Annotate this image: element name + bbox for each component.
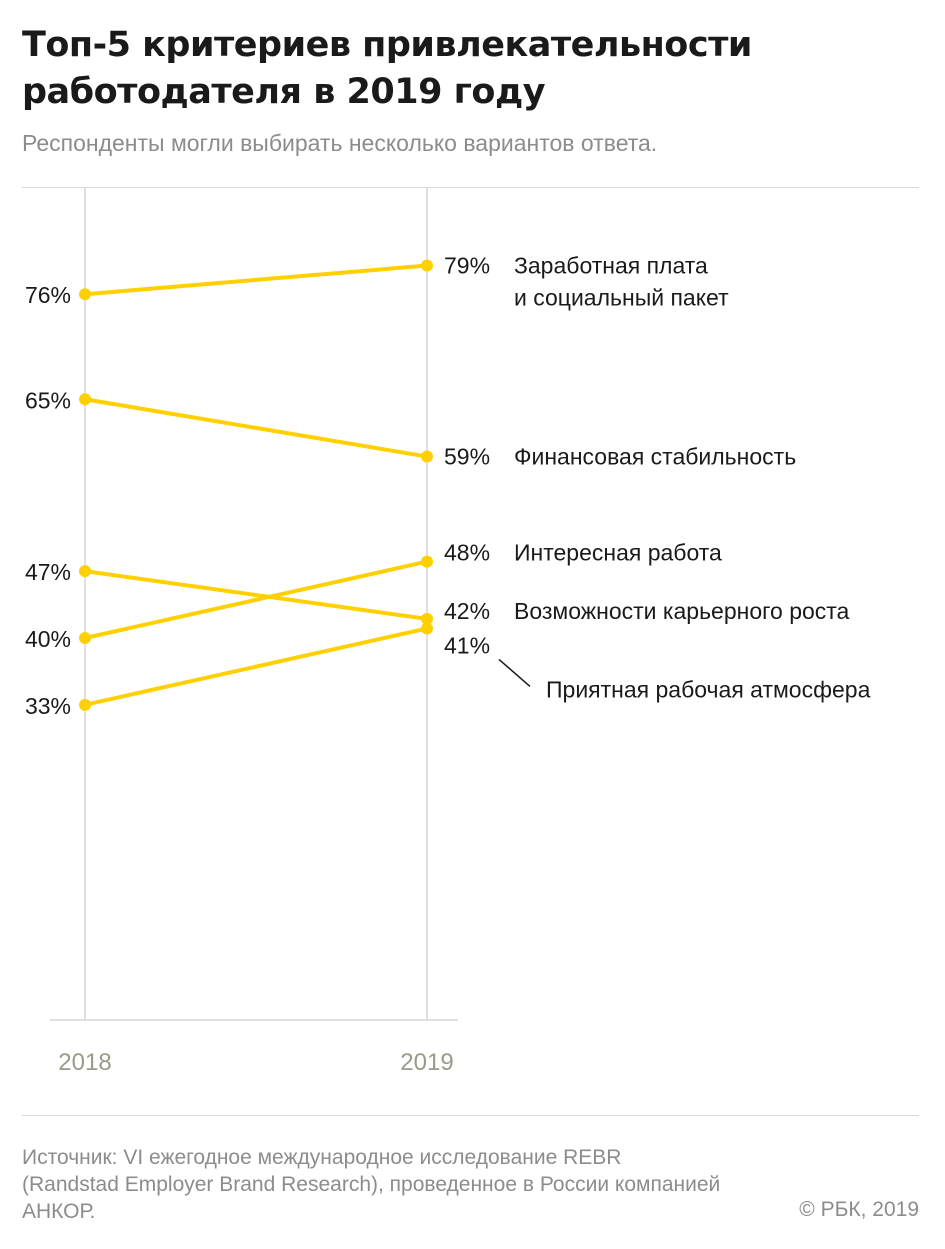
series-line-1 <box>83 263 429 297</box>
series-name-line: и социальный пакет <box>514 285 729 311</box>
series-name-line: Возможности карьерного роста <box>514 598 850 624</box>
series-name-label-1: Заработная плата и социальный пакет <box>514 253 729 311</box>
chart-title-line-1: Топ-5 критериев привлекательности <box>22 25 752 65</box>
bottom-divider <box>22 1115 919 1116</box>
data-label-left-1: 76% <box>25 282 71 308</box>
chart-subtitle: Респонденты могли выбирать несколько вар… <box>22 130 658 156</box>
data-label-right-3: 48% <box>444 540 490 566</box>
data-point-4-2019 <box>421 612 433 625</box>
series-name-line: Финансовая стабильность <box>514 444 796 470</box>
data-point-1-2019 <box>421 259 433 272</box>
top-divider <box>22 187 919 188</box>
data-label-right-2: 59% <box>444 444 490 470</box>
data-label-right-1: 79% <box>444 253 490 279</box>
data-point-2-2019 <box>421 450 433 463</box>
series-name-line: Интересная работа <box>514 540 722 566</box>
data-point-3-2018 <box>79 632 91 644</box>
series-name-label-5: Приятная рабочая атмосфера <box>546 676 871 702</box>
data-point-5-2018 <box>79 698 91 711</box>
source-note: Источник: VI ежегодное международное исс… <box>22 1146 721 1223</box>
copyright: © РБК, 2019 <box>799 1198 919 1221</box>
series-line-5 <box>83 626 429 707</box>
x-tick-label-2018: 2018 <box>58 1049 111 1076</box>
series-name-label-2: Финансовая стабильность <box>514 444 796 470</box>
slope-chart: 2018 2019 76% 65% 40% 47% 33% 79% 59% 48% 42% 41% За… <box>25 188 871 1076</box>
x-tick-label-2019: 2019 <box>400 1049 453 1076</box>
data-point-5-2019 <box>421 622 433 635</box>
series-name-line: Приятная рабочая атмосфера <box>546 676 871 702</box>
series-line-2 <box>83 397 429 459</box>
data-label-left-5: 33% <box>25 693 71 719</box>
data-point-2-2018 <box>79 393 91 406</box>
series-line-3 <box>83 559 429 640</box>
data-label-right-4: 42% <box>444 598 490 624</box>
series-name-line: Заработная плата <box>514 253 708 279</box>
data-label-left-3: 40% <box>25 626 71 652</box>
data-point-4-2018 <box>79 565 91 578</box>
leader-line-5 <box>498 658 531 688</box>
chart-title: Топ-5 критериев привлекательности работо… <box>22 22 922 116</box>
series-name-label-4: Возможности карьерного роста <box>514 598 850 624</box>
series-name-label-3: Интересная работа <box>514 540 722 566</box>
data-label-left-2: 65% <box>25 387 71 413</box>
chart-title-line-2: работодателя в 2019 году <box>22 72 546 112</box>
data-point-1-2018 <box>79 288 91 301</box>
data-point-3-2019 <box>421 555 433 568</box>
data-label-left-4: 47% <box>25 559 71 585</box>
data-label-right-5: 41% <box>444 632 490 658</box>
series-line-4 <box>83 569 429 621</box>
